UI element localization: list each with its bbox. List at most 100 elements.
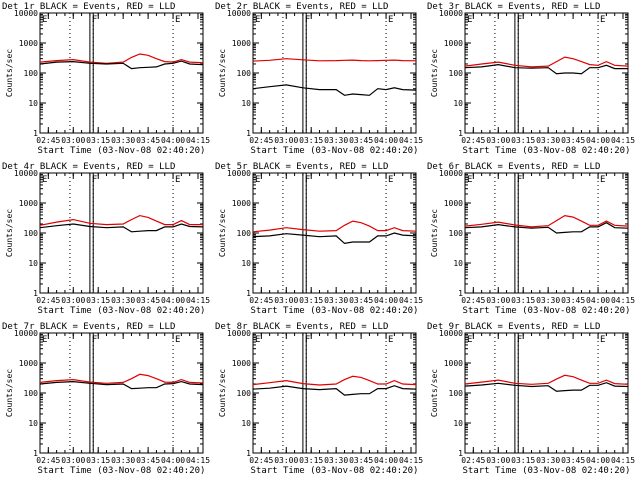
y-tick-label: 100 — [237, 389, 252, 398]
y-axis-label: Counts/sec — [5, 49, 14, 97]
y-tick-label: 1 — [458, 129, 463, 138]
y-tick-label: 10000 — [14, 169, 38, 178]
chart-panel-5: Det 5r BLACK = Events, RED = LLD 1 10 100 10… — [215, 162, 423, 316]
time-marker-label: E — [388, 175, 393, 185]
y-tick-label: 100 — [24, 229, 39, 238]
plot-frame — [464, 172, 629, 294]
x-tick-label: 04:00 — [586, 296, 610, 305]
x-tick-label: 03:15 — [511, 296, 535, 305]
y-tick-label: 10000 — [439, 9, 463, 18]
events-series-line — [39, 60, 204, 70]
plot-frame — [39, 172, 204, 294]
y-tick-label: 100 — [449, 69, 464, 78]
x-axis-label: Start Time (03-Nov-08 02:40:20) — [251, 466, 419, 476]
x-axis-label: Start Time (03-Nov-08 02:40:20) — [38, 466, 206, 476]
x-tick-label: 03:15 — [511, 456, 535, 465]
x-axis-label: Start Time (03-Nov-08 02:40:20) — [251, 306, 419, 316]
x-tick-label: 03:45 — [561, 456, 585, 465]
y-tick-label: 1 — [33, 129, 38, 138]
x-tick-label: 03:30 — [324, 296, 348, 305]
x-axis-label: Start Time (03-Nov-08 02:40:20) — [251, 146, 419, 156]
lld-series-line — [252, 375, 417, 386]
y-tick-label: 10000 — [439, 169, 463, 178]
y-tick-label: 10 — [241, 259, 251, 268]
x-tick-label: 04:15 — [186, 456, 210, 465]
x-tick-label: 03:00 — [486, 136, 510, 145]
y-tick-label: 10 — [453, 419, 463, 428]
x-tick-label: 04:00 — [161, 296, 185, 305]
x-axis-label: Start Time (03-Nov-08 02:40:20) — [463, 306, 631, 316]
y-tick-label: 10000 — [227, 9, 251, 18]
x-tick-label: 04:00 — [586, 136, 610, 145]
events-series-line — [252, 385, 417, 396]
time-marker-label: E — [600, 15, 605, 25]
plot-frame — [39, 12, 204, 134]
x-tick-label: 02:45 — [461, 136, 485, 145]
x-tick-label: 04:00 — [374, 136, 398, 145]
y-axis-label: Counts/sec — [218, 369, 227, 417]
y-tick-label: 100 — [237, 69, 252, 78]
x-tick-label: 03:15 — [299, 456, 323, 465]
y-tick-label: 10 — [28, 259, 38, 268]
x-tick-label: 03:45 — [349, 296, 373, 305]
lld-series-line — [39, 53, 204, 64]
y-axis-label: Counts/sec — [5, 209, 14, 257]
events-series-line — [464, 63, 628, 75]
time-marker-label: E — [467, 335, 472, 345]
x-tick-label: 03:30 — [536, 296, 560, 305]
x-axis-label: Start Time (03-Nov-08 02:40:20) — [463, 466, 631, 476]
chart-panel-9: Det 9r BLACK = Events, RED = LLD 1 10 100 10… — [427, 322, 635, 476]
x-tick-label: 03:00 — [486, 456, 510, 465]
x-axis-label: Start Time (03-Nov-08 02:40:20) — [38, 306, 206, 316]
y-tick-label: 10 — [453, 99, 463, 108]
y-tick-label: 1000 — [232, 199, 251, 208]
x-tick-label: 04:15 — [611, 136, 635, 145]
x-tick-label: 03:00 — [61, 136, 85, 145]
x-tick-label: 03:15 — [299, 136, 323, 145]
y-axis-label: Counts/sec — [430, 209, 439, 257]
events-series-line — [252, 84, 417, 96]
y-tick-label: 100 — [24, 69, 39, 78]
time-marker-label: F — [92, 15, 97, 25]
y-tick-label: 1000 — [19, 39, 38, 48]
y-tick-label: 1 — [458, 289, 463, 298]
events-series-line — [464, 222, 629, 234]
time-marker-label: E — [255, 15, 260, 25]
x-tick-label: 03:45 — [349, 136, 373, 145]
lld-series-line — [252, 58, 417, 62]
panel-title: Det 8r BLACK = Events, RED = LLD — [215, 322, 388, 332]
y-tick-label: 10000 — [14, 9, 38, 18]
y-tick-label: 1 — [246, 289, 251, 298]
x-tick-label: 03:00 — [274, 296, 298, 305]
panel-title: Det 9r BLACK = Events, RED = LLD — [427, 322, 600, 332]
time-marker-label: E — [388, 15, 393, 25]
x-tick-label: 03:45 — [349, 456, 373, 465]
y-tick-label: 100 — [237, 229, 252, 238]
time-marker-label: F — [92, 335, 97, 345]
time-marker-label: F — [305, 175, 310, 185]
events-series-line — [464, 382, 629, 392]
time-marker-label: E — [388, 335, 393, 345]
x-tick-label: 02:45 — [249, 456, 273, 465]
y-tick-label: 1000 — [232, 359, 251, 368]
y-tick-label: 10 — [241, 419, 251, 428]
y-tick-label: 100 — [449, 389, 464, 398]
time-marker-label: E — [600, 335, 605, 345]
y-tick-label: 1000 — [19, 359, 38, 368]
y-tick-label: 1 — [33, 449, 38, 458]
chart-panel-2: Det 2r BLACK = Events, RED = LLD 1 10 100 10… — [215, 2, 423, 156]
plot-frame — [39, 332, 204, 454]
time-marker-label: F — [305, 15, 310, 25]
panel-title: Det 1r BLACK = Events, RED = LLD — [2, 2, 175, 12]
x-tick-label: 03:30 — [536, 136, 560, 145]
y-tick-label: 10000 — [227, 329, 251, 338]
x-tick-label: 03:30 — [111, 456, 135, 465]
chart-panel-6: Det 6r BLACK = Events, RED = LLD 1 10 100 10… — [427, 162, 635, 316]
y-tick-label: 10000 — [14, 329, 38, 338]
y-tick-label: 10 — [241, 99, 251, 108]
panel-title: Det 6r BLACK = Events, RED = LLD — [427, 162, 600, 172]
y-tick-label: 1 — [246, 449, 251, 458]
y-tick-label: 10 — [28, 99, 38, 108]
plot-frame — [252, 12, 417, 134]
